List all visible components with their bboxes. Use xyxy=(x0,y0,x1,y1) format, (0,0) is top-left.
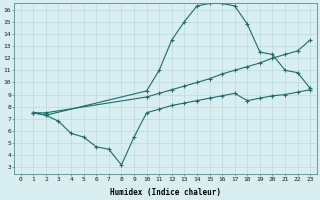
X-axis label: Humidex (Indice chaleur): Humidex (Indice chaleur) xyxy=(110,188,221,197)
